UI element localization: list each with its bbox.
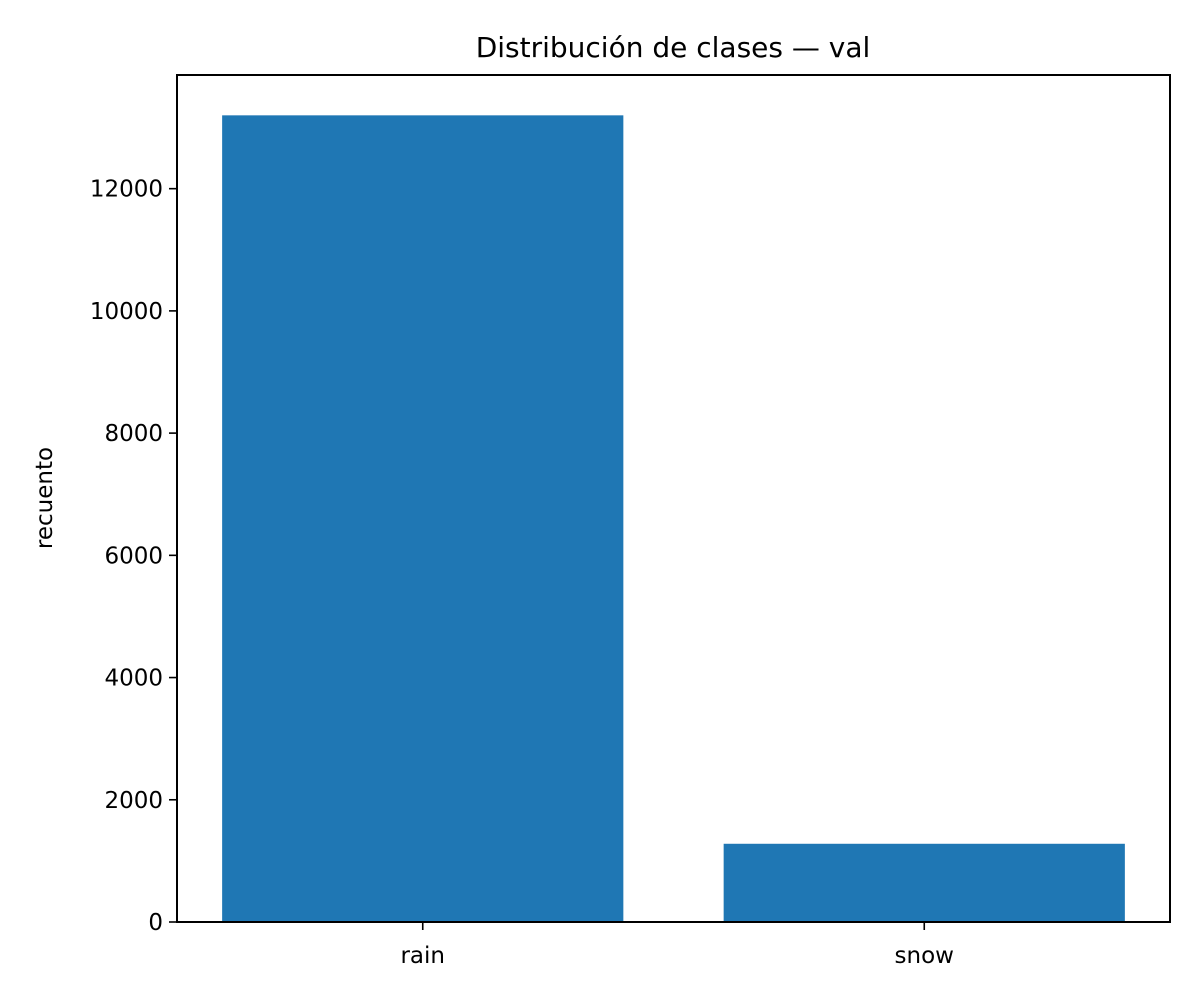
bar-rain: [222, 115, 624, 923]
y-axis-ticks: 0 2000 4000 6000 8000 10000 12000: [90, 177, 177, 936]
x-tick-label-snow: snow: [895, 943, 954, 969]
y-tick-label: 2000: [104, 788, 163, 814]
x-axis-ticks: rain snow: [400, 922, 954, 969]
y-tick-label: 10000: [90, 299, 163, 325]
y-tick-label: 0: [148, 910, 163, 936]
chart-title: Distribución de clases — val: [476, 31, 871, 64]
y-axis-label: recuento: [32, 447, 58, 549]
x-tick-label-rain: rain: [400, 943, 445, 969]
bars-group: [222, 115, 1125, 923]
bar-snow: [723, 843, 1125, 922]
plot-frame: [176, 74, 1171, 923]
y-tick-label: 6000: [104, 543, 163, 569]
y-tick-label: 8000: [104, 421, 163, 447]
y-tick-label: 4000: [104, 666, 163, 692]
y-tick-label: 12000: [90, 177, 163, 203]
